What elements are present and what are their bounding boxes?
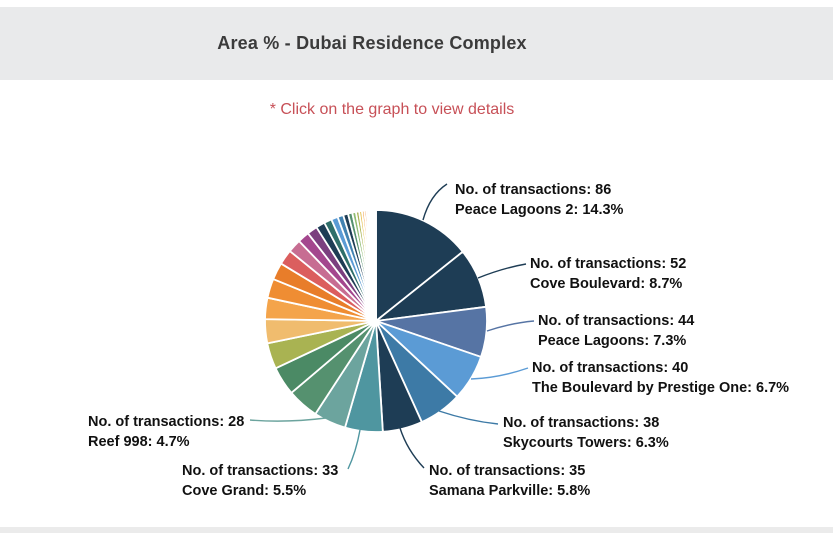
- pie-slice-peace-lagoons-2[interactable]: [375, 209, 464, 322]
- callout-line: [477, 263, 527, 279]
- callout-line: [470, 367, 529, 380]
- callout-line: [422, 183, 448, 221]
- callout-line: [438, 410, 499, 425]
- callout-line: [347, 429, 361, 470]
- header-band: Area % - Dubai Residence Complex: [0, 7, 833, 80]
- page-title: Area % - Dubai Residence Complex: [217, 33, 527, 53]
- callout-line: [249, 417, 327, 422]
- callout-line: [399, 427, 425, 469]
- footer-band: [0, 527, 833, 533]
- chart-instruction: * Click on the graph to view details: [269, 101, 515, 118]
- pie-slice-unlabeled[interactable]: [374, 209, 377, 322]
- callout-line: [486, 320, 535, 332]
